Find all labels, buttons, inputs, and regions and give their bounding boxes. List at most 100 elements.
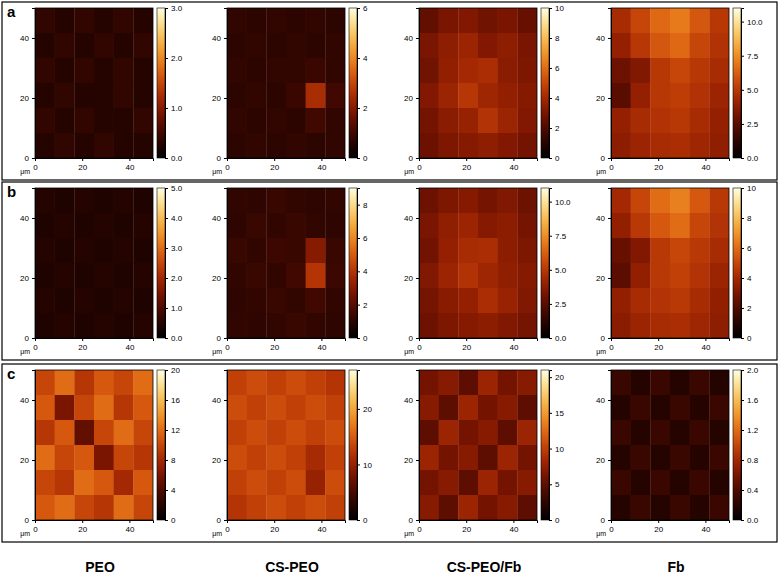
tick-label: 0 [225, 525, 230, 534]
heatmap-cell [439, 213, 459, 238]
heatmap-cell [133, 420, 153, 445]
tick-mark [224, 338, 227, 339]
tick-mark [658, 338, 659, 341]
tick: 3.0 [165, 4, 183, 13]
tick: 20 [404, 94, 419, 103]
heatmap-cell [650, 8, 670, 33]
axis-line [32, 189, 36, 339]
heatmap-cell [517, 33, 537, 58]
x-axis: 02040 [417, 158, 537, 172]
tick-label: 3.0 [171, 4, 183, 13]
figure: abcPEOCS-PEOCS-PEO/FbFb0204002040μm0.01.… [0, 0, 779, 588]
axis-unit: μm [20, 348, 30, 356]
tick-label: 20 [462, 343, 471, 352]
heatmap-cell [458, 213, 478, 238]
heatmap-cell [439, 58, 459, 83]
axis-line [420, 521, 538, 524]
axis-line [550, 371, 553, 521]
tick-label: 10 [555, 445, 564, 454]
heatmap-cell [478, 313, 498, 338]
tick-label: 0 [25, 516, 30, 525]
heatmap-cell [419, 313, 439, 338]
tick-mark [416, 338, 419, 339]
heatmap-cell [498, 133, 518, 158]
x-axis: 02040 [225, 520, 345, 534]
tick: 10 [549, 445, 564, 454]
plot-frame [611, 188, 729, 338]
heatmap-cell [74, 370, 94, 395]
tick: 40 [212, 396, 227, 405]
heatmap-cell [517, 288, 537, 313]
heatmap-cell [709, 420, 729, 445]
heatmap-cell [631, 313, 651, 338]
tick-mark [549, 338, 552, 339]
heatmap-cell [133, 83, 153, 108]
heatmap-cell [670, 238, 690, 263]
heatmap-cell [670, 495, 690, 520]
tick-label: 0 [25, 334, 30, 343]
heatmap-cell [478, 445, 498, 470]
tick-mark [165, 338, 168, 339]
heatmap-cell [35, 313, 55, 338]
axis-line [416, 9, 420, 159]
tick-mark [608, 38, 611, 39]
heatmap-cell [94, 288, 114, 313]
tick-mark [357, 409, 360, 410]
tick: 20 [270, 338, 279, 352]
tick-label: 16 [171, 396, 180, 405]
heatmap-cell [266, 395, 286, 420]
heatmap-cell [498, 238, 518, 263]
tick-label: 40 [317, 343, 326, 352]
heatmap-cell [458, 8, 478, 33]
colorbar-axis: 048121620 [165, 366, 180, 525]
tick: 4 [357, 54, 368, 63]
axis-unit: μm [212, 168, 222, 176]
tick-label: 0 [409, 334, 414, 343]
heatmap-cell [690, 370, 710, 395]
tick-label: 2 [363, 104, 368, 113]
heatmap-cell [631, 33, 651, 58]
tick-mark [608, 400, 611, 401]
tick-mark [32, 400, 35, 401]
tick: 20 [165, 366, 180, 375]
tick: 0 [357, 516, 368, 525]
heatmap-cell [55, 108, 75, 133]
heatmap-cell [709, 238, 729, 263]
tick-mark [741, 248, 744, 249]
heatmap-cell [286, 8, 306, 33]
tick: 20 [20, 274, 35, 283]
heatmap-cell [709, 263, 729, 288]
heatmap-cell [266, 420, 286, 445]
heatmap-cell [690, 8, 710, 33]
axis-unit: μm [404, 168, 414, 176]
heatmap-cell [709, 108, 729, 133]
tick-mark [321, 338, 322, 341]
heatmap-cell [631, 263, 651, 288]
tick-label: 20 [171, 366, 180, 375]
tick-label: 4.0 [171, 214, 183, 223]
tick-label: 2 [747, 304, 752, 313]
heatmap-cell [35, 420, 55, 445]
heatmap-cell [517, 420, 537, 445]
heatmap-cell [611, 288, 631, 313]
tick-mark [224, 460, 227, 461]
tick-mark [741, 430, 744, 431]
tick-mark [741, 158, 744, 159]
colorbar-axis: 0.02.55.07.510.0 [549, 189, 571, 344]
tick-mark [224, 158, 227, 159]
tick-mark [416, 278, 419, 279]
heatmap-cell [670, 188, 690, 213]
heatmap-cell [133, 470, 153, 495]
tick-mark [165, 490, 168, 491]
tick: 7.5 [549, 232, 567, 241]
heatmap-cell [266, 370, 286, 395]
heatmap-cell [478, 58, 498, 83]
tick-label: 1.6 [747, 396, 759, 405]
heatmap-cell [650, 33, 670, 58]
axis-unit: μm [212, 348, 222, 356]
tick-mark [705, 338, 706, 341]
axis-line [36, 521, 154, 524]
tick: 0 [609, 338, 614, 352]
heatmap-cell [419, 263, 439, 288]
tick: 2.0 [165, 54, 183, 63]
